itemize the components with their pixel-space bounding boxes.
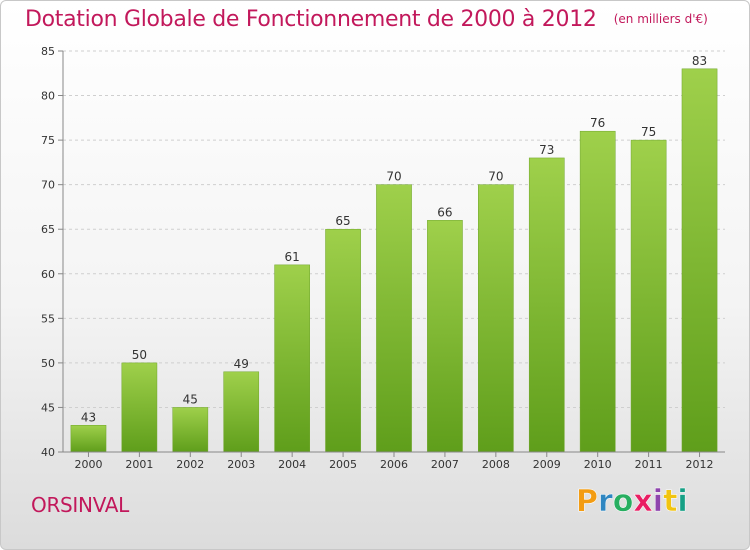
label-layer: 40 45 50 55 60 65 70 75 80 85 43 2000 50 2001 45 2002 49… <box>41 45 714 471</box>
x-tick-label: 2005 <box>329 458 357 471</box>
bar <box>223 371 260 453</box>
x-tick-label: 2009 <box>533 458 561 471</box>
y-tick-label: 70 <box>41 179 55 192</box>
bar-value-label: 70 <box>386 170 401 184</box>
x-tick-label: 2000 <box>74 458 102 471</box>
x-tick-label: 2008 <box>482 458 510 471</box>
y-tick-label: 75 <box>41 134 55 147</box>
bar <box>172 407 209 453</box>
title-row: Dotation Globale de Fonctionnement de 20… <box>25 7 708 32</box>
y-tick-label: 50 <box>41 357 55 370</box>
x-tick-label: 2010 <box>584 458 612 471</box>
bar-value-label: 45 <box>183 392 198 406</box>
y-tick-label: 55 <box>41 312 55 325</box>
bar <box>325 228 361 453</box>
x-tick-label: 2007 <box>431 458 459 471</box>
bar-value-label: 66 <box>437 205 452 219</box>
y-tick-label: 85 <box>41 45 55 58</box>
bar <box>528 157 565 453</box>
bar <box>681 68 718 453</box>
y-tick-label: 40 <box>41 446 55 459</box>
y-tick-label: 80 <box>41 90 55 103</box>
x-tick-label: 2011 <box>635 458 663 471</box>
place-name: ORSINVAL <box>31 493 130 517</box>
bar-value-label: 49 <box>234 357 249 371</box>
bar-value-label: 83 <box>692 54 707 68</box>
chart-title: Dotation Globale de Fonctionnement de 20… <box>25 7 597 32</box>
bar <box>376 184 412 453</box>
bar-value-label: 76 <box>590 116 605 130</box>
bar-value-label: 73 <box>539 143 554 157</box>
x-tick-label: 2002 <box>176 458 204 471</box>
y-tick-label: 45 <box>41 401 55 414</box>
bar-value-label: 43 <box>81 410 96 424</box>
x-tick-label: 2003 <box>227 458 255 471</box>
x-tick-label: 2012 <box>686 458 714 471</box>
bar <box>579 130 616 453</box>
x-tick-label: 2006 <box>380 458 408 471</box>
axis-layer <box>58 50 725 457</box>
bar-value-label: 65 <box>335 214 350 228</box>
y-tick-label: 65 <box>41 223 55 236</box>
bar <box>427 220 463 453</box>
logo-letter: r <box>598 484 613 520</box>
bar-value-label: 50 <box>132 348 147 362</box>
logo-letter: o <box>612 484 634 520</box>
bar <box>478 184 514 453</box>
logo-letter: i <box>652 484 664 520</box>
bar-value-label: 70 <box>488 170 503 184</box>
logo-letter: P <box>576 484 599 520</box>
bar <box>70 425 107 453</box>
bar <box>630 139 667 453</box>
logo-letter: i <box>677 484 688 520</box>
x-tick-label: 2001 <box>125 458 153 471</box>
bar <box>121 362 158 453</box>
proxiti-logo: Proxiti <box>576 484 688 520</box>
bar-value-label: 61 <box>285 250 300 264</box>
logo-letter: t <box>663 484 678 520</box>
chart-subtitle: (en milliers d'€) <box>613 12 708 26</box>
bar-value-label: 75 <box>641 125 656 139</box>
bar-layer <box>70 68 718 453</box>
x-tick-label: 2004 <box>278 458 306 471</box>
bar <box>274 264 310 453</box>
logo-letter: x <box>633 484 653 520</box>
y-tick-label: 60 <box>41 268 55 281</box>
